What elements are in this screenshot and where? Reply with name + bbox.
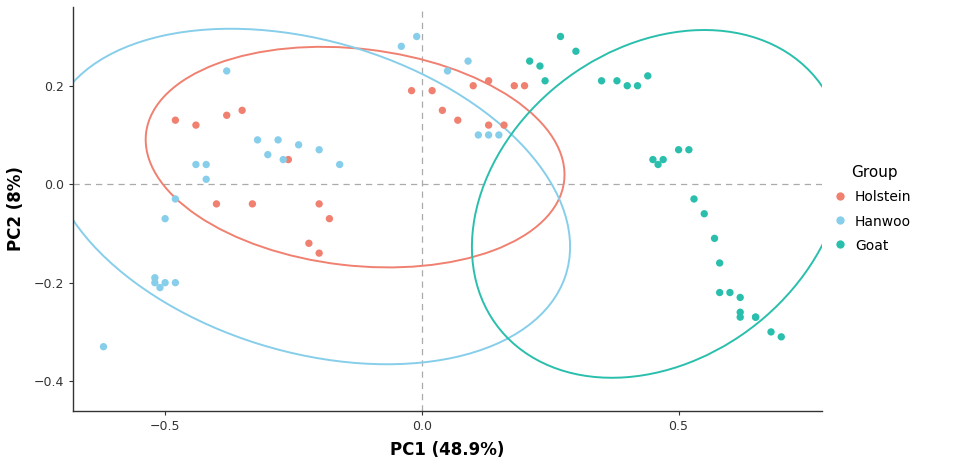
Hanwoo	[260, 151, 276, 158]
Hanwoo	[491, 131, 507, 139]
Hanwoo	[157, 279, 173, 287]
Hanwoo	[249, 136, 265, 144]
Hanwoo	[393, 42, 409, 50]
Goat	[649, 161, 665, 168]
Holstein	[480, 121, 496, 129]
Hanwoo	[332, 161, 347, 168]
Goat	[773, 333, 788, 341]
Hanwoo	[147, 274, 162, 281]
Goat	[608, 77, 624, 84]
Goat	[670, 146, 686, 153]
Holstein	[403, 87, 419, 95]
Goat	[537, 77, 553, 84]
Goat	[686, 195, 701, 203]
Goat	[732, 308, 747, 316]
Hanwoo	[311, 146, 327, 153]
Hanwoo	[270, 136, 286, 144]
Hanwoo	[219, 67, 235, 75]
Goat	[747, 314, 763, 321]
Goat	[521, 57, 537, 65]
Holstein	[516, 82, 532, 89]
Hanwoo	[147, 279, 162, 287]
Hanwoo	[199, 161, 214, 168]
Holstein	[188, 121, 203, 129]
Hanwoo	[409, 33, 424, 40]
Hanwoo	[96, 343, 111, 350]
Goat	[706, 235, 722, 242]
Hanwoo	[152, 284, 167, 291]
Holstein	[208, 200, 224, 208]
Holstein	[423, 87, 439, 95]
Holstein	[281, 156, 296, 163]
Goat	[532, 62, 548, 70]
Holstein	[321, 215, 336, 222]
Legend: Holstein, Hanwoo, Goat: Holstein, Hanwoo, Goat	[836, 164, 911, 253]
Y-axis label: PC2 (8%): PC2 (8%)	[7, 166, 24, 251]
Hanwoo	[157, 215, 173, 222]
Hanwoo	[290, 141, 306, 149]
Hanwoo	[199, 176, 214, 183]
Holstein	[496, 121, 511, 129]
Holstein	[480, 77, 496, 84]
Hanwoo	[460, 57, 475, 65]
Hanwoo	[275, 156, 290, 163]
Goat	[711, 259, 727, 267]
Goat	[695, 210, 711, 218]
Goat	[763, 328, 778, 336]
Holstein	[219, 111, 235, 119]
Holstein	[506, 82, 521, 89]
Hanwoo	[480, 131, 496, 139]
Hanwoo	[439, 67, 455, 75]
Goat	[732, 314, 747, 321]
Hanwoo	[167, 279, 183, 287]
Goat	[711, 289, 727, 296]
Goat	[619, 82, 635, 89]
Holstein	[434, 107, 450, 114]
Holstein	[244, 200, 260, 208]
Hanwoo	[167, 195, 183, 203]
Holstein	[234, 107, 249, 114]
Goat	[645, 156, 660, 163]
Hanwoo	[188, 161, 203, 168]
Goat	[629, 82, 645, 89]
Holstein	[311, 200, 327, 208]
Holstein	[311, 249, 327, 257]
Goat	[681, 146, 696, 153]
Hanwoo	[470, 131, 486, 139]
Goat	[747, 314, 763, 321]
Goat	[567, 48, 583, 55]
Holstein	[301, 240, 317, 247]
Goat	[640, 72, 655, 80]
Goat	[654, 156, 670, 163]
Goat	[593, 77, 608, 84]
Goat	[553, 33, 568, 40]
Holstein	[465, 82, 480, 89]
X-axis label: PC1 (48.9%): PC1 (48.9%)	[390, 441, 505, 459]
Goat	[732, 294, 747, 301]
Holstein	[450, 116, 466, 124]
Holstein	[167, 116, 183, 124]
Goat	[722, 289, 737, 296]
